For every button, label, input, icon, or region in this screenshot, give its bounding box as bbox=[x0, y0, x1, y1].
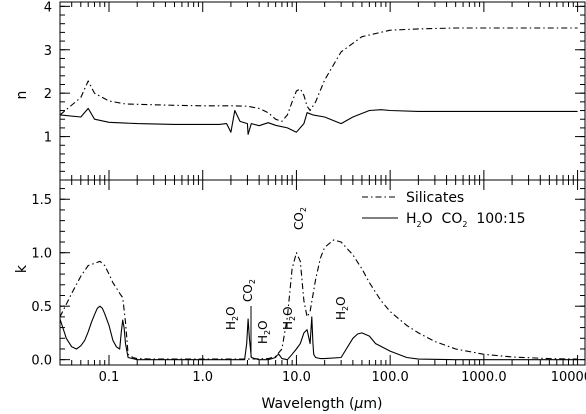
ann-co2-b-co: CO bbox=[292, 212, 306, 230]
x-tick-label: 10.0 bbox=[282, 370, 311, 385]
x-axis-label-main: Wavelength ( bbox=[262, 396, 355, 412]
x-tick-label: 100.0 bbox=[372, 370, 409, 385]
y-tick-label: 2 bbox=[44, 87, 52, 102]
top-ticks: 1 2 3 4 bbox=[44, 0, 585, 181]
ann-h2o-a-sub: 2 bbox=[231, 316, 240, 321]
bottom-series-solid-line bbox=[59, 305, 578, 361]
ann-h2o-c-o: O bbox=[281, 306, 295, 315]
y-tick-label: 0.5 bbox=[31, 300, 52, 315]
ann-h2o-d-h: H bbox=[334, 311, 348, 320]
legend-ice-o-co: O CO bbox=[422, 211, 463, 227]
ann-h2o-a-o: O bbox=[224, 306, 238, 315]
legend-ice-sub2: 2 bbox=[462, 220, 467, 229]
bottom-series bbox=[59, 239, 578, 361]
ann-h2o-d-sub: 2 bbox=[341, 306, 350, 311]
ann-h2o-c-h: H bbox=[281, 321, 295, 330]
y-tick-label: 1 bbox=[44, 131, 52, 146]
annotation-h2o-6um: H2O bbox=[256, 320, 272, 344]
ann-h2o-b-o: O bbox=[256, 320, 270, 329]
ann-h2o-b-h: H bbox=[256, 335, 270, 344]
y-tick-label: 1.0 bbox=[31, 247, 52, 262]
ann-h2o-d-o: O bbox=[334, 296, 348, 305]
x-tick-label: 0.1 bbox=[99, 370, 120, 385]
annotation-h2o-12um: H2O bbox=[281, 306, 297, 330]
top-series-dashdot-line bbox=[59, 27, 578, 122]
legend-ice-sub1: 2 bbox=[417, 220, 422, 229]
top-series bbox=[59, 27, 578, 135]
ann-co2-a-co: CO bbox=[241, 284, 255, 302]
top-panel: 1 2 3 4 n bbox=[14, 0, 586, 181]
legend-ice-h: H bbox=[406, 211, 417, 227]
legend: Silicates H2O CO2 100:15 bbox=[362, 190, 526, 229]
x-axis-label-rest: m) bbox=[363, 396, 382, 412]
legend-ice-ratio: 100:15 bbox=[467, 211, 525, 227]
top-series-solid-line bbox=[59, 107, 578, 135]
y-tick-label: 1.5 bbox=[31, 193, 52, 208]
x-tick-label: 1.0 bbox=[192, 370, 213, 385]
x-axis-label-mu: μ bbox=[353, 396, 363, 412]
y-tick-label: 3 bbox=[44, 44, 52, 59]
annotation-co2-15um: CO2 bbox=[292, 207, 308, 230]
ann-h2o-c-sub: 2 bbox=[288, 316, 297, 321]
ann-co2-b-sub: 2 bbox=[299, 207, 308, 212]
top-ylabel: n bbox=[14, 91, 30, 100]
x-axis-label: Wavelength (μm) bbox=[262, 396, 383, 412]
bottom-series-dashdot-line bbox=[59, 239, 578, 360]
y-tick-label: 4 bbox=[44, 0, 52, 15]
annotation-co2-4um: CO2 bbox=[241, 279, 257, 302]
annotation-h2o-45um: H2O bbox=[334, 296, 350, 320]
top-panel-frame bbox=[59, 1, 586, 181]
ann-co2-a-sub: 2 bbox=[248, 279, 257, 284]
legend-label-silicates: Silicates bbox=[406, 190, 464, 206]
bottom-panel-frame bbox=[59, 179, 586, 366]
x-tick-label: 1000.0 bbox=[461, 370, 507, 385]
legend-label-ice: H2O CO2 100:15 bbox=[406, 211, 526, 229]
ann-h2o-a-h: H bbox=[224, 321, 238, 330]
ann-h2o-b-sub: 2 bbox=[263, 330, 272, 335]
bottom-ylabel: k bbox=[14, 264, 30, 273]
y-tick-label: 0.0 bbox=[31, 354, 52, 369]
annotation-h2o-3um: H2O bbox=[224, 306, 240, 330]
